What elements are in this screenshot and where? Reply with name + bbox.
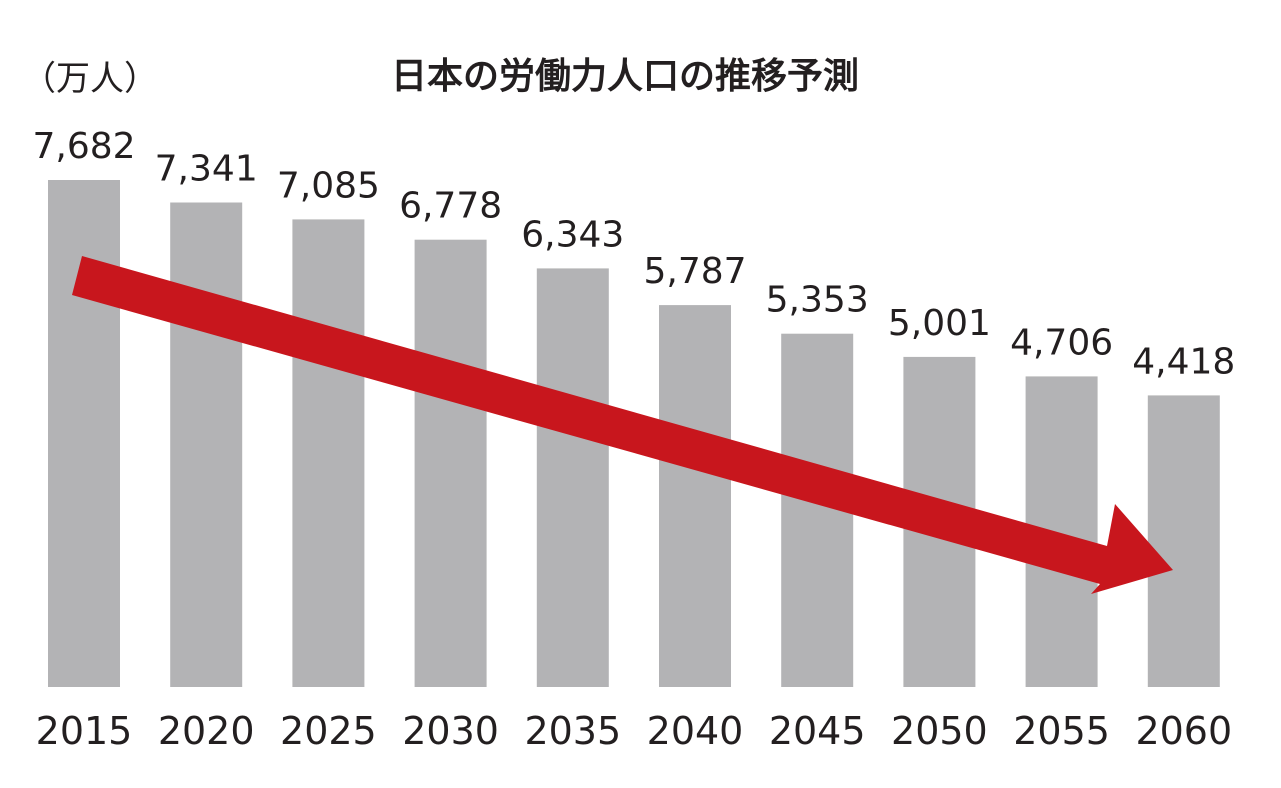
trend-arrow: [72, 256, 1173, 594]
x-tick-label-2040: 2040: [647, 709, 744, 753]
x-tick-label-2045: 2045: [769, 709, 866, 753]
x-tick-label-2050: 2050: [891, 709, 988, 753]
bar-2015: [48, 180, 120, 687]
value-label-2035: 6,343: [521, 214, 624, 255]
value-label-2025: 7,085: [277, 165, 380, 206]
x-tick-label-2035: 2035: [524, 709, 621, 753]
value-label-2030: 6,778: [399, 186, 502, 227]
x-tick-label-2025: 2025: [280, 709, 377, 753]
value-label-2050: 5,001: [888, 303, 991, 344]
x-tick-label-2055: 2055: [1013, 709, 1110, 753]
x-tick-label-2030: 2030: [402, 709, 499, 753]
bar-2060: [1147, 395, 1220, 687]
x-axis-tick-labels: 2015 2020 2025 2030 2035 2040 2045 2050 2055 2060: [36, 709, 1233, 753]
value-label-2045: 5,353: [766, 280, 869, 321]
value-label-2060: 4,418: [1132, 341, 1235, 382]
bar-2030: [414, 239, 487, 687]
bar-2040: [659, 305, 731, 687]
bar-2025: [292, 219, 365, 687]
x-tick-label-2020: 2020: [158, 709, 255, 753]
value-label-2055: 4,706: [1010, 322, 1113, 363]
bar-2035: [536, 268, 609, 687]
value-label-2015: 7,682: [32, 126, 135, 167]
unit-label: （万人）: [22, 59, 158, 99]
bar-2020: [170, 202, 243, 687]
x-tick-label-2015: 2015: [36, 709, 133, 753]
value-label-2040: 5,787: [643, 251, 746, 292]
x-tick-label-2060: 2060: [1135, 709, 1232, 753]
value-label-group: 7,682 7,341 7,085 6,778 6,343 5,787 5,353 5,001…: [32, 126, 1235, 382]
chart-title: 日本の労働力人口の推移予測: [391, 56, 859, 97]
value-label-2020: 7,341: [155, 149, 258, 190]
